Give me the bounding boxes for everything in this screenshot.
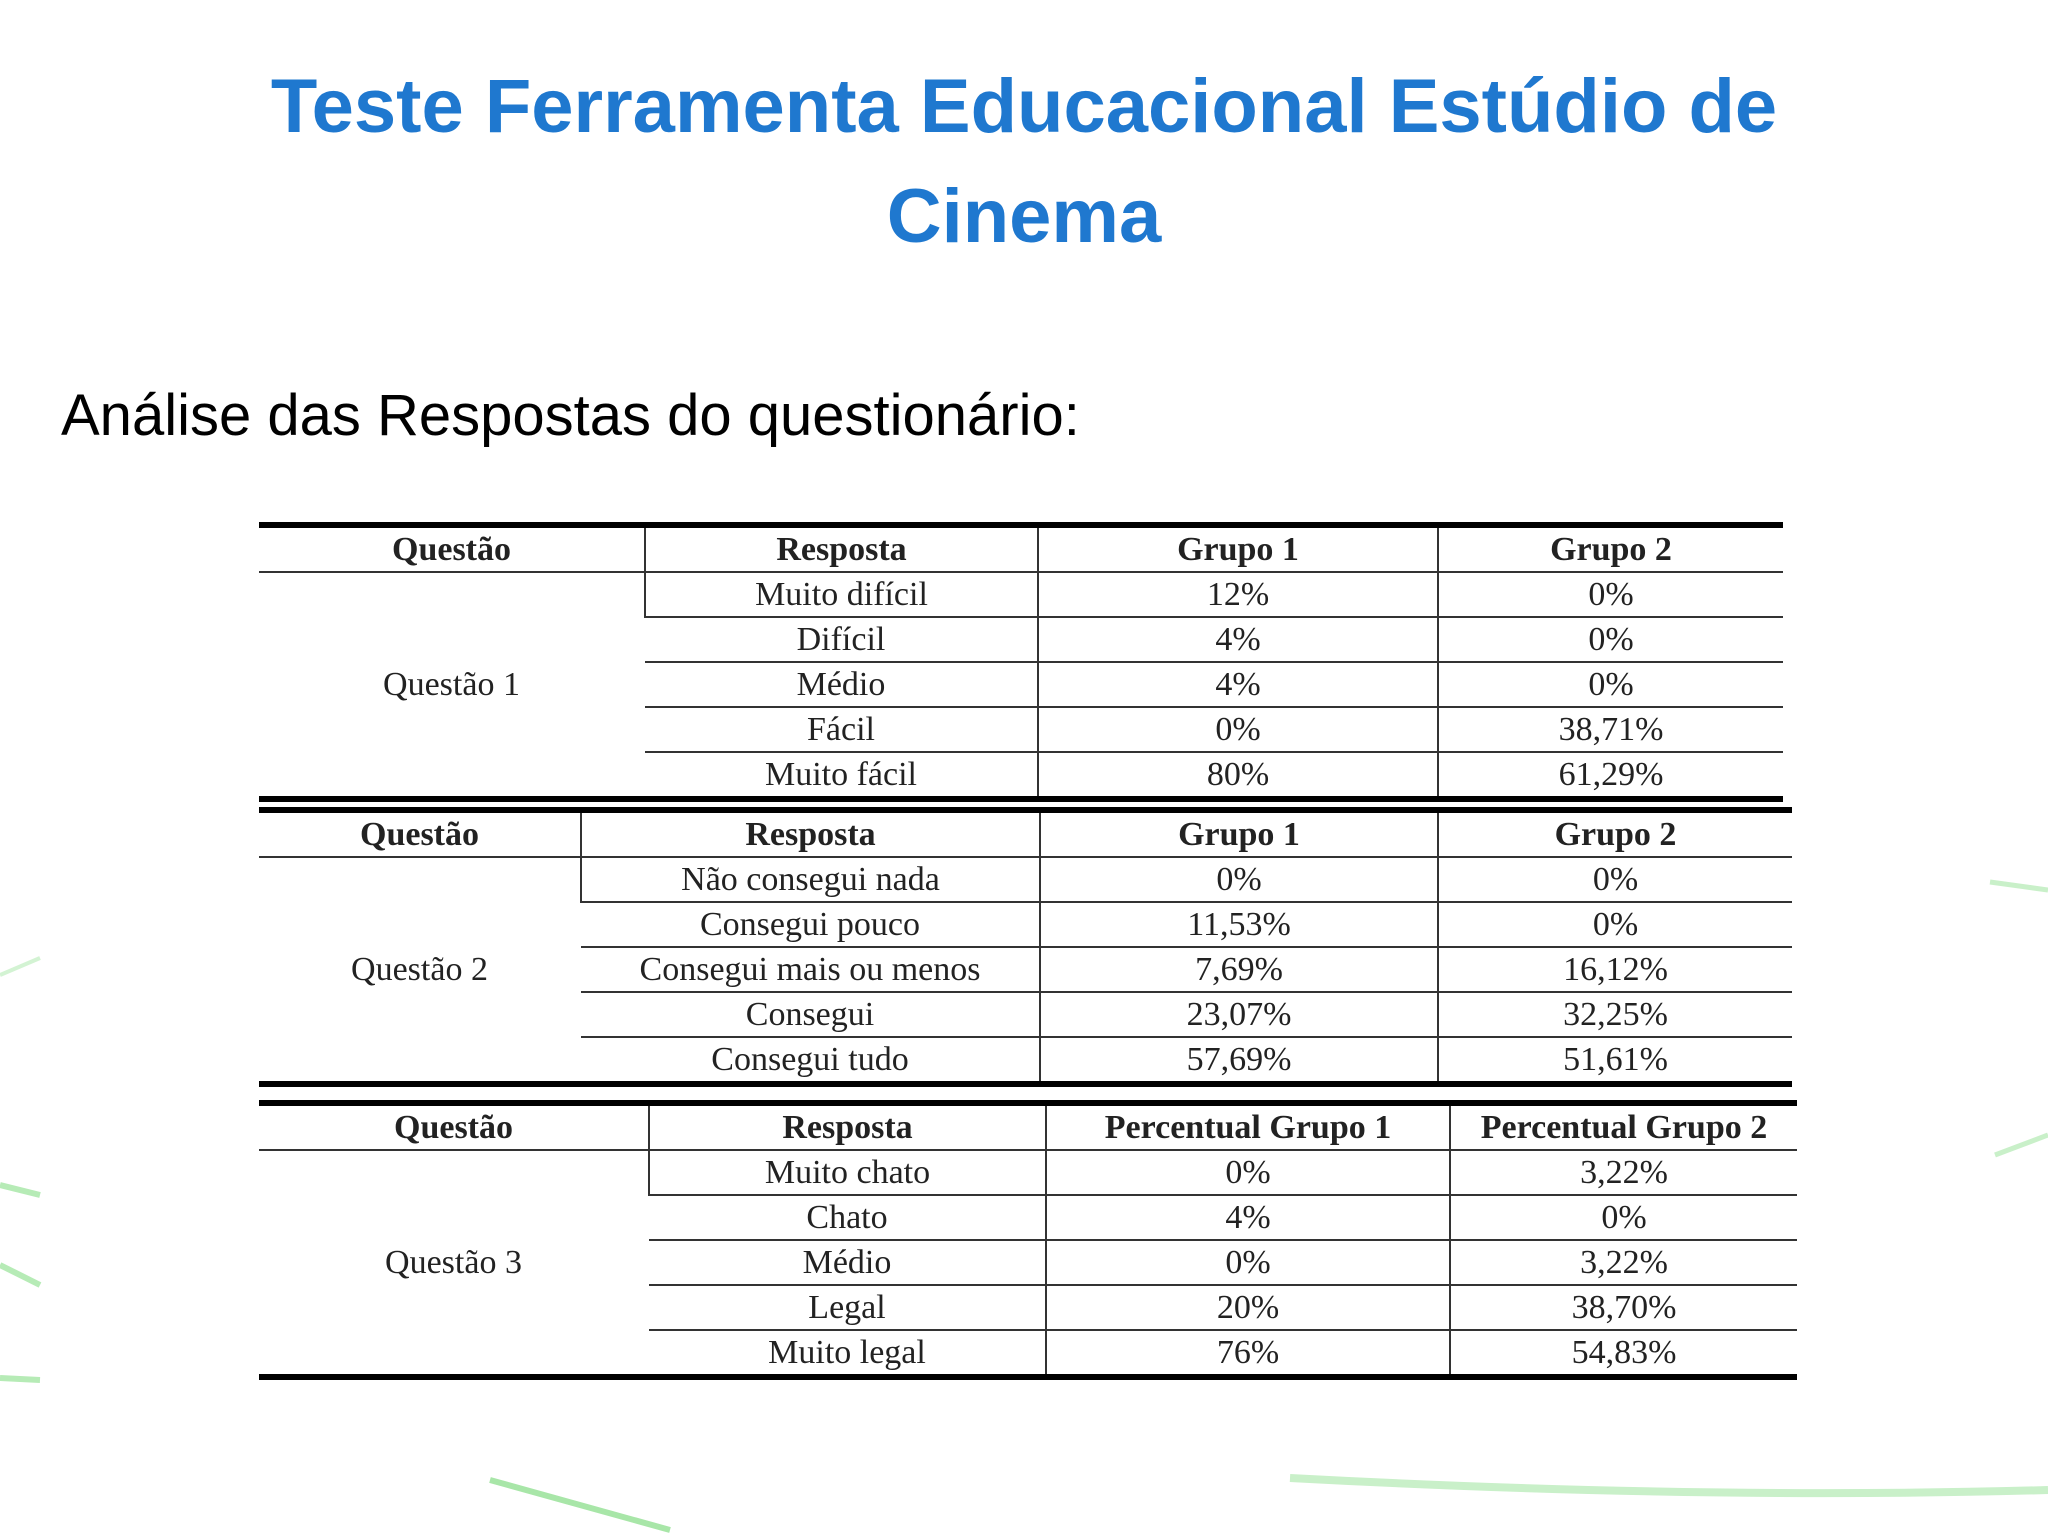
table-row: Questão 2 Não consegui nada 0% 0% bbox=[259, 857, 1792, 988]
percent-cell: 0% bbox=[1449, 1195, 1797, 1241]
column-header: Grupo 2 bbox=[1437, 525, 1783, 573]
title: Teste Ferramenta Educacional Estúdio de … bbox=[270, 64, 1778, 259]
column-header: Resposta bbox=[644, 525, 1038, 573]
table-row: Legal 20% 38,70% bbox=[259, 1285, 1797, 1331]
percent-cell: 57,69% bbox=[1039, 1037, 1438, 1084]
percent-cell: 0% bbox=[1437, 617, 1783, 663]
percent-cell: 38,70% bbox=[1449, 1285, 1797, 1331]
answer-label: Difícil bbox=[645, 617, 1038, 663]
data-table: Questão Resposta Grupo 1 Grupo 2 Questão 2 Nã… bbox=[259, 807, 1792, 1087]
answer-label: Muito fácil bbox=[764, 755, 918, 793]
answer-label: Legal bbox=[649, 1285, 1046, 1331]
percent-cell: 0% bbox=[1437, 662, 1783, 708]
percent-cell: 3,22% bbox=[1449, 1240, 1797, 1286]
percent-cell: 0% bbox=[1045, 1240, 1450, 1286]
column-header: Questão bbox=[259, 1103, 649, 1151]
answer-label: Muito legal bbox=[768, 1333, 926, 1371]
percent-cell: 51,61% bbox=[1437, 1037, 1792, 1084]
table-row: Chato 4% 0% bbox=[259, 1195, 1797, 1241]
percent-cell: 32,25% bbox=[1437, 992, 1792, 1038]
percent-cell: 54,83% bbox=[1449, 1330, 1797, 1377]
table-row: Consegui mais ou menos 7,69% 16,12% bbox=[259, 947, 1792, 993]
percent-cell: 0% bbox=[1437, 857, 1792, 903]
table-row: Consegui 23,07% 32,25% bbox=[259, 992, 1792, 1038]
table-row: Difícil 4% 0% bbox=[259, 617, 1783, 663]
answer-label: Consegui bbox=[581, 992, 1040, 1038]
percent-cell: 12% bbox=[1037, 572, 1438, 618]
header-row: Questão Resposta Percentual Grupo 1 Percent… bbox=[259, 1103, 1797, 1151]
subtitle: Análise das Respostas do questionário: bbox=[61, 383, 1080, 448]
percent-cell: 61,29% bbox=[1437, 752, 1783, 799]
percent-cell: 0% bbox=[1045, 1150, 1450, 1196]
table-row: Consegui pouco 11,53% 0% bbox=[259, 902, 1792, 948]
table-row: Questão 3 Muito chato 0% 3,22% bbox=[259, 1150, 1797, 1281]
column-header: Resposta bbox=[580, 810, 1040, 858]
percent-cell: 3,22% bbox=[1449, 1150, 1797, 1196]
table-row: Muito legal 76% 54,83% bbox=[259, 1330, 1797, 1377]
question-label: Questão 2 bbox=[351, 950, 488, 988]
percent-cell: 11,53% bbox=[1039, 902, 1438, 948]
percent-cell: 4% bbox=[1045, 1195, 1450, 1241]
percent-cell: 0% bbox=[1039, 857, 1438, 903]
percent-cell: 38,71% bbox=[1437, 707, 1783, 753]
answer-label: Consegui pouco bbox=[581, 902, 1040, 948]
answer-label: Muito chato bbox=[648, 1150, 1046, 1196]
table-row: Questão 1 Muito difícil 12% 0% bbox=[259, 572, 1783, 703]
header-row: Questão Resposta Grupo 1 Grupo 2 bbox=[259, 810, 1792, 858]
percent-cell: 16,12% bbox=[1437, 947, 1792, 993]
percent-cell: 4% bbox=[1037, 662, 1438, 708]
percent-cell: 80% bbox=[1037, 752, 1438, 799]
column-header: Resposta bbox=[648, 1103, 1046, 1151]
table-row: Médio 0% 3,22% bbox=[259, 1240, 1797, 1286]
percent-cell: 4% bbox=[1037, 617, 1438, 663]
percent-cell: 0% bbox=[1437, 902, 1792, 948]
column-header: Grupo 1 bbox=[1037, 525, 1438, 573]
percent-cell: 23,07% bbox=[1039, 992, 1438, 1038]
table-row: Consegui tudo 57,69% 51,61% bbox=[259, 1037, 1792, 1084]
answer-label: Médio bbox=[645, 662, 1038, 708]
column-header: Questão bbox=[259, 810, 581, 858]
column-header: Grupo 2 bbox=[1437, 810, 1792, 858]
data-table: Questão Resposta Grupo 1 Grupo 2 Questão 1 Mu… bbox=[259, 522, 1783, 802]
table-row: Muito fácil 80% 61,29% bbox=[259, 752, 1783, 799]
column-header: Questão bbox=[259, 525, 645, 573]
answer-label: Chato bbox=[649, 1195, 1046, 1241]
column-header: Grupo 1 bbox=[1039, 810, 1438, 858]
column-header: Percentual Grupo 1 bbox=[1045, 1103, 1450, 1151]
answer-label: Não consegui nada bbox=[580, 857, 1040, 903]
table-row: Fácil 0% 38,71% bbox=[259, 707, 1783, 753]
percent-cell: 7,69% bbox=[1039, 947, 1438, 993]
answer-label: Médio bbox=[649, 1240, 1046, 1286]
answer-label: Muito difícil bbox=[644, 572, 1038, 618]
question-label: Questão 1 bbox=[383, 665, 520, 703]
answer-label: Fácil bbox=[645, 707, 1038, 753]
data-table: Questão Resposta Percentual Grupo 1 Percent… bbox=[259, 1100, 1797, 1380]
header-row: Questão Resposta Grupo 1 Grupo 2 bbox=[259, 525, 1783, 573]
percent-cell: 0% bbox=[1037, 707, 1438, 753]
percent-cell: 0% bbox=[1437, 572, 1783, 618]
percent-cell: 20% bbox=[1045, 1285, 1450, 1331]
percent-cell: 76% bbox=[1045, 1330, 1450, 1377]
answer-label: Consegui mais ou menos bbox=[581, 947, 1040, 993]
answer-label: Consegui tudo bbox=[711, 1040, 909, 1078]
table-row: Médio 4% 0% bbox=[259, 662, 1783, 708]
column-header: Percentual Grupo 2 bbox=[1449, 1103, 1797, 1151]
question-label: Questão 3 bbox=[385, 1243, 522, 1281]
